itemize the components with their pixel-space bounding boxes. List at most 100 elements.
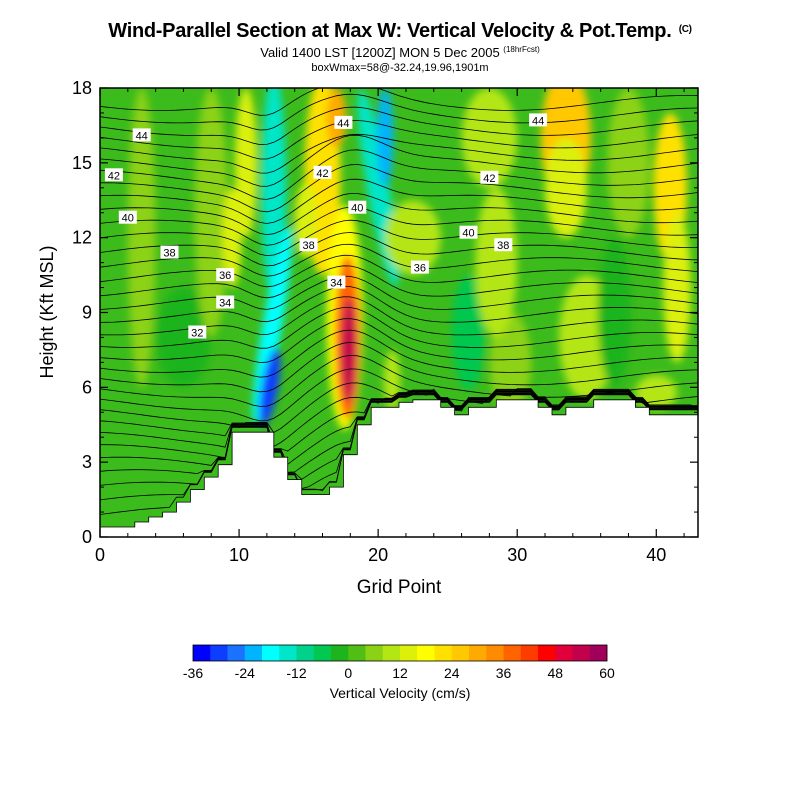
colorbar-swatch — [365, 645, 384, 661]
contour-label: 40 — [118, 210, 137, 225]
theta-isoline — [100, 392, 698, 473]
y-axis-label: Height (Kft MSL) — [37, 245, 57, 378]
svg-text:42: 42 — [108, 170, 120, 182]
theta-isoline — [100, 285, 698, 323]
colorbar-swatch — [296, 645, 315, 661]
velocity-cell — [663, 212, 691, 363]
theta-isoline — [100, 368, 698, 422]
svg-text:38: 38 — [302, 240, 314, 252]
svg-text:40: 40 — [351, 203, 363, 215]
velocity-cell — [607, 88, 650, 238]
contour-label: 42 — [480, 170, 499, 185]
svg-text:40: 40 — [122, 213, 134, 225]
x-tick-label: 0 — [95, 545, 105, 565]
contour-label: 36 — [216, 268, 235, 282]
velocity-cell — [597, 237, 632, 388]
y-tick-label: 18 — [72, 78, 92, 98]
y-tick-label: 9 — [82, 303, 92, 323]
svg-text:44: 44 — [532, 115, 544, 127]
svg-text:36: 36 — [414, 263, 426, 275]
colorbar-swatch — [486, 645, 504, 661]
y-tick-label: 15 — [72, 153, 92, 173]
contour-label: 38 — [160, 245, 179, 260]
colorbar-swatch — [210, 645, 228, 661]
theta-isoline — [100, 164, 698, 213]
colorbar-swatch — [589, 645, 608, 661]
theta-isoline — [100, 120, 698, 160]
theta-isoline — [100, 307, 698, 349]
colorbar-swatch — [279, 645, 297, 661]
colorbar-tick-label: 36 — [496, 665, 512, 681]
contour-label: 40 — [348, 200, 367, 215]
theta-isoline — [100, 133, 698, 174]
colorbar-tick-label: 0 — [344, 665, 352, 681]
theta-isoline — [100, 243, 698, 277]
velocity-cell — [385, 200, 441, 276]
theta-isoline — [100, 392, 698, 480]
contour-label: 34 — [327, 275, 346, 290]
contour-label: 44 — [529, 113, 548, 127]
x-tick-label: 10 — [229, 545, 249, 565]
colorbar-swatch — [193, 645, 211, 661]
theta-isoline — [100, 254, 698, 288]
colorbar-swatch — [503, 645, 522, 661]
theta-isoline — [100, 391, 698, 465]
colorbar-tick-label: -36 — [183, 665, 203, 681]
colorbar-tick-label: 60 — [599, 665, 615, 681]
velocity-cell — [489, 312, 532, 413]
theta-isoline — [100, 390, 698, 452]
colorbar-swatch — [331, 645, 349, 661]
colorbar-label: Vertical Velocity (cm/s) — [330, 685, 471, 701]
theta-isoline — [100, 134, 698, 187]
colorbar-swatch — [538, 645, 556, 661]
colorbar-swatch — [400, 645, 418, 661]
x-tick-label: 30 — [507, 545, 527, 565]
y-tick-label: 3 — [82, 452, 92, 472]
colorbar-swatch — [262, 645, 280, 661]
contour-label: 42 — [313, 165, 332, 180]
svg-text:44: 44 — [136, 130, 148, 142]
theta-isoline — [100, 232, 698, 267]
theta-isoline — [100, 382, 698, 434]
y-tick-label: 12 — [72, 228, 92, 248]
contour-label: 44 — [132, 128, 151, 142]
svg-text:32: 32 — [191, 328, 203, 340]
svg-text:42: 42 — [316, 168, 328, 180]
velocity-cell — [127, 88, 156, 388]
colorbar-tick-label: -12 — [286, 665, 306, 681]
theta-isoline — [100, 219, 698, 257]
colorbar-swatch — [348, 645, 366, 661]
y-tick-label: 6 — [82, 377, 92, 397]
theta-isoline — [100, 93, 698, 131]
colorbar-tick-label: -24 — [235, 665, 255, 681]
colorbar-swatch — [227, 645, 246, 661]
colorbar-swatch — [313, 645, 332, 661]
svg-text:38: 38 — [497, 240, 509, 252]
velocity-cell — [341, 297, 357, 403]
terrain — [100, 399, 698, 537]
theta-isoline — [100, 193, 698, 236]
colorbar-swatch — [417, 645, 435, 661]
theta-isoline — [100, 265, 698, 299]
colorbar-frame — [192, 644, 608, 662]
colorbar-tick-label: 48 — [548, 665, 564, 681]
colorbar-swatch — [382, 645, 401, 661]
contour-label: 38 — [494, 238, 513, 252]
theta-isoline — [100, 318, 698, 363]
velocity-cell — [475, 187, 518, 338]
velocity-cell — [258, 347, 281, 427]
velocity-cell — [451, 275, 486, 390]
svg-text:34: 34 — [330, 278, 342, 290]
colorbar-swatch — [572, 645, 591, 661]
theta-isoline — [100, 206, 698, 246]
colorbar-swatch — [520, 645, 539, 661]
colorbar-tick-label: 12 — [392, 665, 408, 681]
contour-label: 42 — [104, 168, 123, 182]
velocity-cell — [234, 88, 258, 238]
theta-isoline — [100, 149, 698, 200]
contour-label: 44 — [334, 115, 353, 130]
colorbar-swatch — [469, 645, 487, 661]
colorbar-swatch — [555, 645, 573, 661]
svg-text:38: 38 — [163, 248, 175, 260]
